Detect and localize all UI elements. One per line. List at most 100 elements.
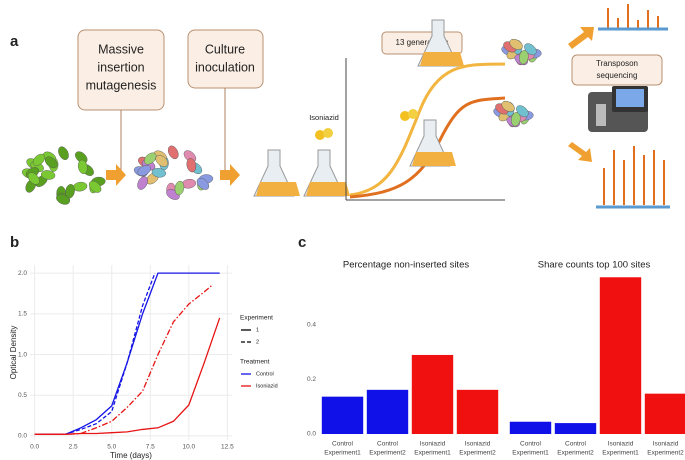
x-tick-label: Control [332,441,354,448]
x-tick-label: Control [520,441,542,448]
x-tick-label: Isoniazid [465,441,491,448]
arrow [568,27,594,49]
x-tick-label: Experiment2 [557,450,594,457]
bacterium [75,151,88,164]
bacteria [493,38,542,128]
bacterium [27,172,40,185]
bacterium [186,158,197,173]
x-tick-label: Experiment2 [647,450,684,457]
x-tick-label: Experiment2 [369,450,406,457]
step-text: inoculation [195,60,255,74]
bacterium [509,38,523,50]
x-tick-label: 10.0 [182,444,195,451]
step-text: mutagenesis [86,78,157,92]
drug-label: Isoniazid [309,113,339,122]
y-tick-label: 0.0 [307,431,316,438]
bacterium [155,155,169,167]
bar [599,277,642,434]
y-tick-label: 0.0 [18,433,27,440]
bacterium [510,112,521,127]
x-tick-label: 12.5 [221,444,234,451]
bacterium [144,152,157,165]
y-tick-label: 0.2 [307,376,316,383]
x-tick-label: 7.5 [146,444,155,451]
legend-label: Isoniazid [256,383,278,389]
diagram: Massive insertion mutagenesis Culture in… [21,4,670,209]
panel-label: a [10,33,19,50]
step-text: insertion [97,60,144,74]
line-series [34,284,213,435]
bacterium [32,153,46,166]
bar [456,389,499,434]
bacterium [518,50,529,65]
y-tick-label: 0.5 [18,392,27,399]
flask [409,19,464,167]
bacterium [44,156,58,169]
generations-label: 13 generations [396,38,449,47]
bar [411,354,454,434]
x-tick-label: Isoniazid [420,441,446,448]
x-tick-label: 5.0 [107,444,116,451]
y-tick-label: 1.5 [18,311,27,318]
bacterium [137,176,148,190]
line-series [34,272,156,435]
growth-curve [349,62,506,197]
panel-label: b [10,234,19,251]
line-series [34,272,220,435]
x-tick-label: Control [565,441,587,448]
bacterium [196,177,210,190]
bacterium [167,145,179,160]
sequencing-label: sequencing [597,71,638,80]
x-tick-label: Experiment1 [324,450,361,457]
x-tick-label: Isoniazid [608,441,634,448]
legend-label: 2 [256,339,259,345]
sequencing-label: Transposon [596,59,638,68]
y-tick-label: 0.4 [307,322,316,329]
bacteria [133,145,214,200]
arrow [106,164,126,186]
pill [400,109,418,121]
flask [253,149,350,197]
sequencer [588,86,648,132]
x-tick-label: 0.0 [30,444,39,451]
x-tick-label: Isoniazid [653,441,679,448]
y-axis-label: Optical Density [9,326,18,380]
chart-title: Share counts top 100 sites [538,260,651,271]
bar [321,396,364,434]
bar [644,393,685,434]
step-box [187,29,264,89]
bar [366,389,409,434]
x-tick-label: Control [377,441,399,448]
x-tick-label: Experiment1 [512,450,549,457]
y-tick-label: 1.0 [18,351,27,358]
line-series [34,317,221,435]
bacterium [65,184,75,199]
bacterium [77,159,88,175]
pill [315,128,333,140]
bacterium [174,180,185,196]
x-axis-label: Time (days) [110,451,152,460]
bacteria [21,146,106,205]
x-tick-label: 2.5 [69,444,78,451]
bar [509,421,552,434]
arrow [220,164,240,186]
bacterium [516,105,529,118]
x-tick-label: Experiment1 [602,450,639,457]
growth-curve [349,96,506,199]
bacterium [88,180,102,193]
bacterium [58,146,69,160]
x-tick-label: Experiment1 [414,450,451,457]
legend-title: Experiment [240,315,273,322]
bar [554,423,597,434]
x-tick-label: Experiment2 [459,450,496,457]
step-text: Culture [205,42,245,56]
bacterium [137,165,151,176]
bacterium [524,43,537,56]
step-text: Massive [98,42,144,56]
bacterium [151,168,167,178]
arrow [568,142,592,162]
label-box [571,54,663,86]
panel-label: c [298,234,306,251]
read-spikes [596,4,670,209]
